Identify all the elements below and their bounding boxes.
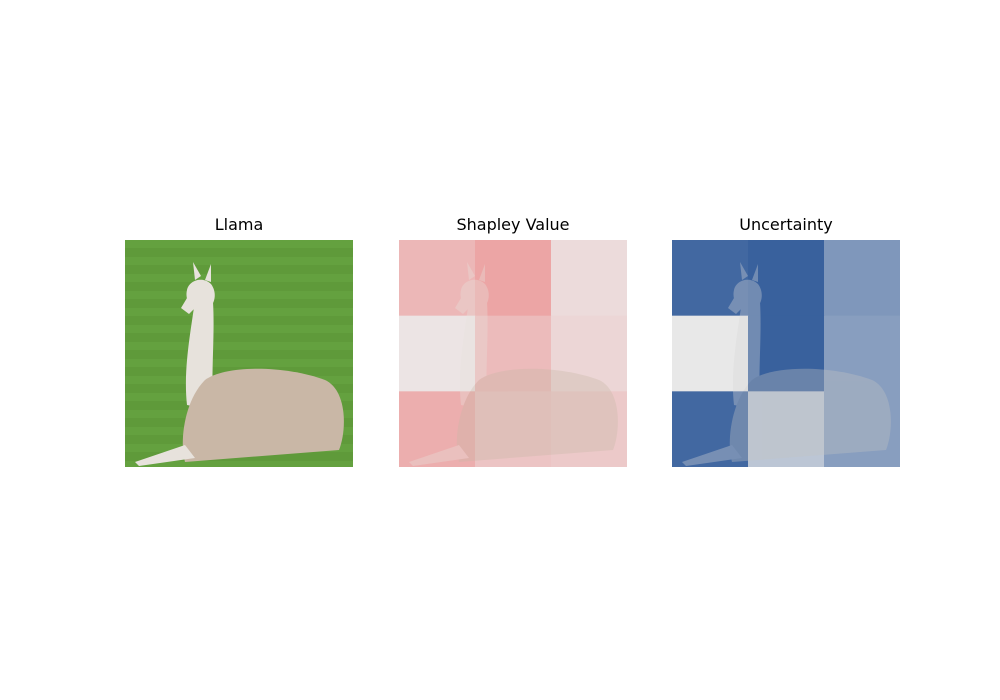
- heatmap-cell-r2-c0: [672, 391, 749, 467]
- heatmap-cell-r2-c0: [399, 391, 476, 467]
- llama-figure: [682, 262, 891, 466]
- uncertainty-heatmap: [672, 240, 900, 467]
- llama-snout: [728, 298, 744, 314]
- llama-leg: [409, 445, 469, 466]
- heatmap-cell-r1-c1: [748, 315, 825, 392]
- llama-snout: [455, 298, 471, 314]
- llama-figure: [135, 262, 344, 466]
- llama-body: [456, 368, 618, 462]
- heatmap-cell-r2-c1: [475, 391, 552, 467]
- heatmap-cell-r2-c1: [748, 391, 825, 467]
- llama-ear: [467, 262, 475, 280]
- llama-ear: [193, 262, 201, 280]
- heatmap-cell-r1-c0: [399, 315, 476, 392]
- llama-body: [729, 368, 891, 462]
- heatmap-cell-r0-c0: [672, 240, 749, 317]
- shapley-heatmap: [399, 240, 627, 467]
- uncertainty-title: Uncertainty: [739, 215, 833, 234]
- grass-stripe: [125, 291, 353, 299]
- grass-stripe: [125, 240, 353, 248]
- heatmap-cell-r2-c2: [824, 391, 900, 467]
- grass-stripe: [125, 257, 353, 265]
- llama-head: [460, 279, 489, 310]
- heatmap-cell-r1-c0: [672, 315, 749, 392]
- llama-figure: [409, 262, 618, 466]
- heatmap-cell-r0-c2: [824, 240, 900, 317]
- llama-leg: [682, 445, 742, 466]
- llama-head: [186, 279, 215, 310]
- heatmap-cell-r0-c0: [399, 240, 476, 317]
- llama-neck: [732, 300, 761, 410]
- llama-title: Llama: [214, 215, 264, 234]
- llama-ear: [752, 264, 758, 282]
- llama-ear: [740, 262, 748, 280]
- grass-stripe: [125, 308, 353, 316]
- llama-ear: [205, 264, 211, 282]
- heatmap-cell-r1-c1: [475, 315, 552, 392]
- shapley-title: Shapley Value: [456, 215, 570, 234]
- heatmap-cell-r1-c2: [824, 315, 900, 392]
- grass-stripe: [125, 461, 353, 467]
- heatmap-cell-r0-c1: [748, 240, 825, 317]
- heatmap-cell-r1-c2: [551, 315, 627, 392]
- llama-head: [733, 279, 762, 310]
- llama-snout: [181, 298, 197, 314]
- heatmap-cell-r2-c2: [551, 391, 627, 467]
- llama-leg: [135, 445, 195, 466]
- heatmap-cell-r0-c1: [475, 240, 552, 317]
- llama-ear: [479, 264, 485, 282]
- grass-stripe: [125, 325, 353, 333]
- llama-body: [182, 368, 344, 462]
- grass-stripe: [125, 359, 353, 367]
- grass-stripe: [125, 342, 353, 350]
- grass-stripe: [125, 274, 353, 282]
- llama-image: [125, 240, 353, 467]
- heatmap-cell-r0-c2: [551, 240, 627, 317]
- llama-neck: [459, 300, 488, 410]
